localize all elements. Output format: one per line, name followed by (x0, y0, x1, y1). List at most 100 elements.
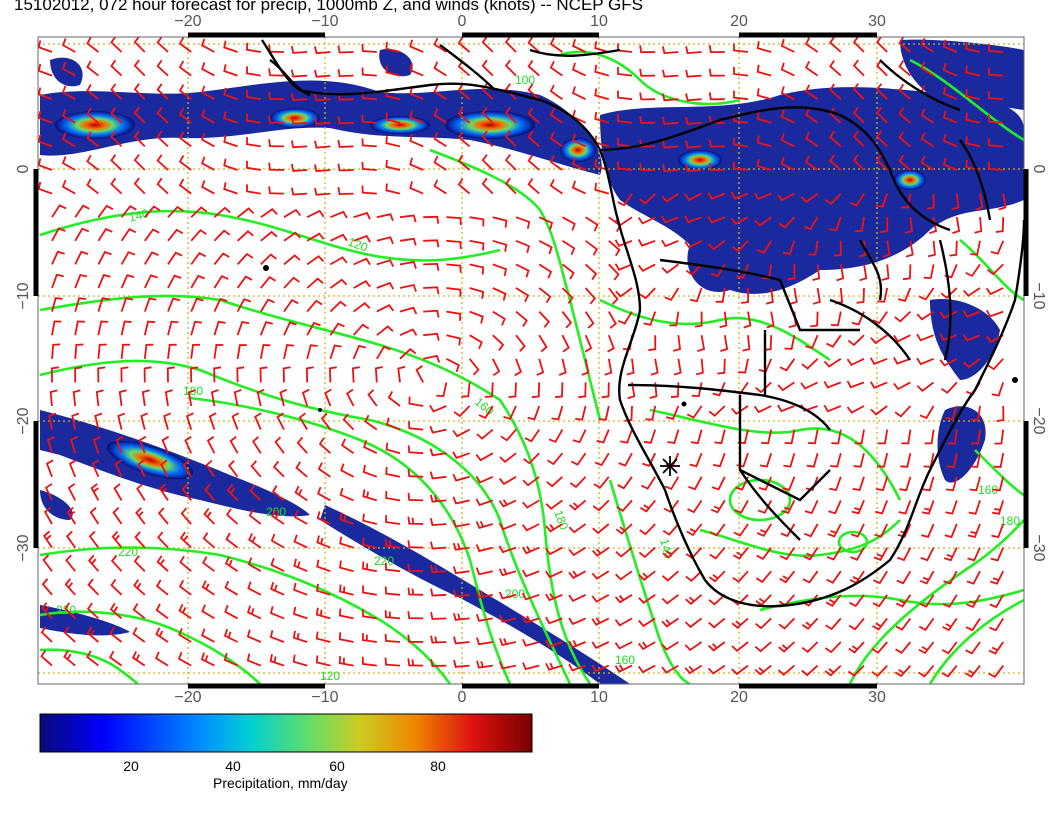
wind-barb (74, 297, 87, 312)
wind-barb (446, 263, 462, 273)
wind-barb (689, 452, 703, 468)
wind-barb (223, 64, 238, 77)
wind-barb (994, 429, 1005, 445)
wind-barb (156, 130, 169, 148)
wind-barb (944, 523, 958, 539)
wind-barb (339, 560, 354, 573)
wind-barb (453, 405, 471, 418)
wind-barb (407, 611, 424, 620)
wind-barb (155, 603, 169, 620)
x-tick-label: −10 (311, 13, 338, 30)
wind-barb (922, 476, 935, 492)
wind-barb (967, 547, 981, 562)
wind-barb (74, 366, 83, 383)
wind-barb (498, 614, 517, 623)
wind-barb (858, 240, 867, 258)
wind-barb (292, 654, 308, 667)
wind-barb (779, 358, 796, 372)
wind-barb (561, 216, 576, 231)
wind-barb (941, 641, 958, 655)
wind-barb (685, 46, 702, 55)
wind-barb (260, 253, 277, 266)
wind-barb (97, 227, 113, 242)
wind-barb (452, 451, 470, 460)
wind-barb (829, 107, 842, 124)
wind-barb (190, 206, 208, 218)
wind-barb (38, 40, 53, 53)
wind-barb (86, 84, 99, 100)
wind-barb (730, 216, 749, 225)
wind-barb (568, 523, 587, 534)
wind-barb (158, 483, 169, 501)
wind-barb (200, 109, 215, 124)
wind-barb (293, 582, 308, 596)
wind-barb (407, 492, 424, 502)
wind-barb (97, 320, 109, 336)
wind-barb (329, 322, 345, 336)
wind-barb (732, 570, 749, 583)
wind-barb (201, 604, 215, 620)
wind-barb (732, 547, 749, 560)
wind-barb (664, 476, 680, 491)
wind-barb (283, 231, 301, 242)
wind-barb (829, 154, 842, 171)
contour-label: 120 (320, 669, 340, 683)
wind-barb (558, 358, 567, 376)
wind-barb (966, 570, 981, 585)
wind-barb (109, 626, 123, 643)
wind-barb (877, 287, 889, 303)
wind-barb (504, 37, 517, 53)
wind-barb (869, 357, 888, 366)
wind-barb (870, 405, 888, 416)
wind-barb (133, 59, 146, 77)
wind-barb (846, 357, 865, 367)
wind-barb (314, 46, 331, 55)
wind-barb (522, 638, 540, 647)
wind-barb (568, 640, 586, 649)
wind-barb (469, 310, 484, 324)
wind-barb (824, 641, 842, 654)
wind-barb (667, 429, 680, 445)
wind-barb (500, 429, 517, 442)
wind-barb (918, 641, 935, 655)
wind-barb (492, 239, 508, 252)
wind-barb (598, 405, 610, 421)
wind-barb (223, 87, 238, 101)
wind-barb (549, 108, 563, 124)
wind-barb (575, 405, 587, 421)
wind-barb (777, 664, 795, 676)
wind-barb (974, 217, 983, 234)
precip-hot-2 (270, 108, 320, 128)
wind-barb (384, 586, 401, 596)
wind-barb (804, 155, 819, 171)
contour-label: 220 (118, 545, 138, 559)
wind-barb (662, 546, 680, 559)
wind-barb (504, 177, 517, 195)
wind-barb (330, 233, 348, 242)
wind-barb (998, 193, 1007, 211)
wind-barb (766, 311, 775, 329)
wind-barb (684, 192, 702, 201)
wind-barb (351, 366, 360, 383)
wind-barb (51, 250, 65, 265)
colorbar-tick-label: 60 (329, 758, 345, 774)
wind-barb (942, 157, 958, 171)
wind-barb (738, 358, 749, 374)
wind-barb (292, 630, 308, 643)
wind-barb (399, 328, 418, 337)
wind-barb (784, 429, 796, 445)
wind-barb (898, 107, 911, 124)
wind-barb (990, 547, 1005, 562)
wind-barb (306, 255, 325, 266)
wind-barb (685, 594, 703, 605)
wind-barb (260, 276, 277, 289)
wind-barb (690, 429, 703, 445)
wind-barb (882, 240, 891, 258)
wind-barb (133, 37, 146, 53)
wind-barb (985, 287, 1004, 296)
wind-barb (433, 179, 447, 195)
wind-barb (707, 641, 726, 652)
wind-barb (571, 39, 586, 53)
wind-barb (38, 181, 53, 195)
wind-barb (708, 163, 725, 172)
